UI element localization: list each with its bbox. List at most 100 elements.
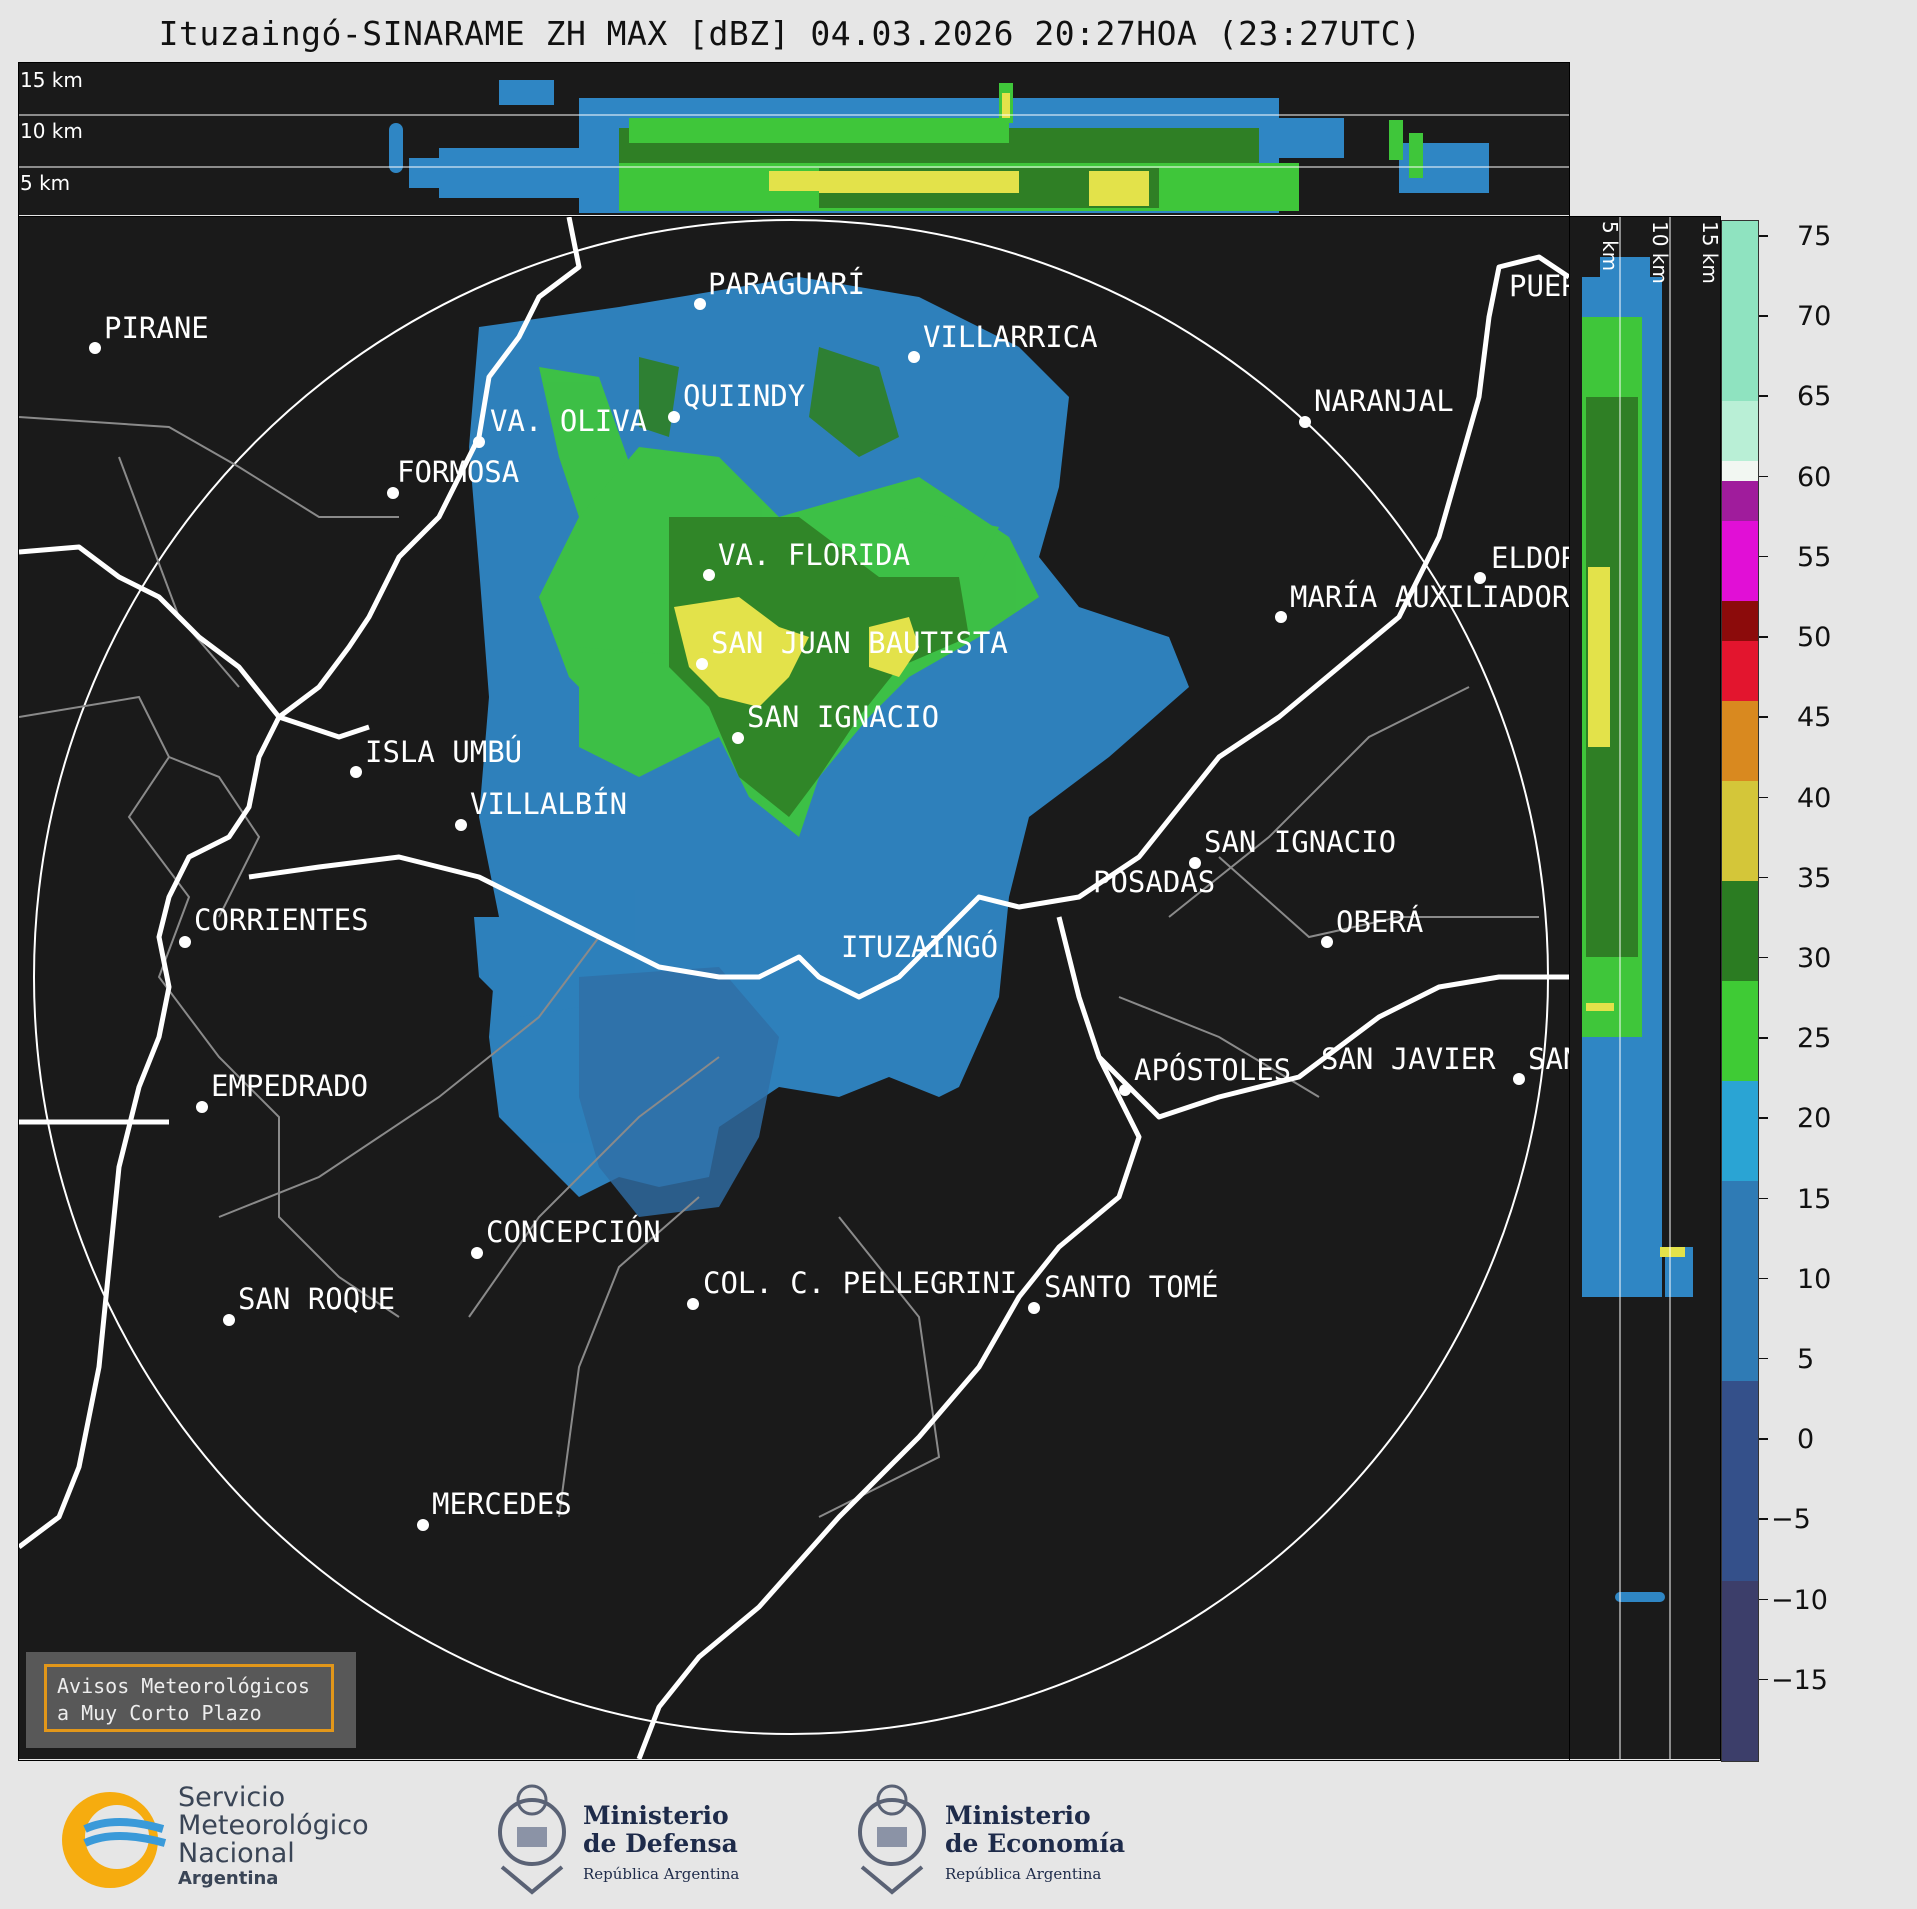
colorbar-tick-mark	[1759, 716, 1768, 718]
colorbar-tick-label: 0	[1797, 1424, 1815, 1456]
city-label-va-florida: VA. FLORIDA	[718, 538, 911, 572]
colorbar-tick-label: −10	[1771, 1584, 1828, 1616]
colorbar-tick-mark	[1759, 956, 1768, 959]
colorbar-tick-label: 65	[1797, 381, 1832, 413]
footer: Servicio Meteorológico Nacional Argentin…	[0, 1760, 1917, 1909]
colorbar-tick-label: 30	[1797, 942, 1832, 974]
colorbar-tick-mark	[1759, 1117, 1768, 1119]
smn-line-1: Servicio	[178, 1782, 286, 1813]
side-alt-label-5km: 5 km	[1598, 221, 1622, 272]
colorbar-tick-mark	[1759, 876, 1768, 879]
city-label-puerto: PUERTO	[1509, 269, 1569, 303]
top-alt-label-5km: 5 km	[20, 171, 71, 195]
economia-text: Ministerio de Economía República Argenti…	[945, 1802, 1125, 1888]
city-label-va-oliva: VA. OLIVA	[490, 404, 648, 438]
warning-box[interactable]: Avisos Meteorológicos a Muy Corto Plazo	[26, 1652, 356, 1748]
city-markers	[89, 298, 1525, 1531]
city-label-pirane: PIRANE	[104, 311, 209, 345]
city-label-san-juan-bautista: SAN JUAN BAUTISTA	[711, 626, 1008, 660]
colorbar-tick-mark	[1759, 1678, 1768, 1681]
city-label-ituzaingo: ITUZAINGÓ	[841, 930, 999, 964]
colorbar-tick-mark	[1759, 1598, 1768, 1601]
smn-logo-text: Servicio Meteorológico Nacional Argentin…	[178, 1784, 369, 1890]
city-label-isla-umbu: ISLA UMBÚ	[365, 735, 523, 769]
city-label-formosa: FORMOSA	[397, 455, 520, 489]
top-cross-section-panel: 15 km 10 km 5 km	[19, 63, 1569, 215]
city-label-villalbin: VILLALBÍN	[470, 787, 628, 821]
colorbar-tick-mark	[1759, 1197, 1768, 1200]
smn-logo	[62, 1792, 167, 1888]
city-label-san-ignacio-ar: SAN IGNACIO	[1204, 825, 1397, 859]
colorbar-tick-label: −15	[1771, 1664, 1828, 1696]
city-label-eldorado: ELDORADO	[1491, 541, 1569, 575]
economia-sub: República Argentina	[945, 1865, 1102, 1883]
side-cross-section-panel: 5 km 10 km 15 km	[1570, 217, 1722, 1759]
warning-link[interactable]: Avisos Meteorológicos a Muy Corto Plazo	[44, 1664, 334, 1732]
colorbar-gradient	[1722, 221, 1758, 1761]
colorbar-tick-label: 5	[1797, 1343, 1815, 1375]
city-label-apostoles: APÓSTOLES	[1134, 1053, 1292, 1087]
radar-map: PARAGUARÍ PIRANE VILLARRICA QUIINDY VA. …	[19, 217, 1569, 1759]
side-cross-section-echoes	[1582, 217, 1693, 1759]
city-label-san-javier: SAN JAVIER	[1321, 1042, 1496, 1076]
colorbar-tick-mark	[1759, 796, 1768, 798]
city-label-san-ignacio-py: SAN IGNACIO	[747, 700, 940, 734]
city-label-empedrado: EMPEDRADO	[211, 1069, 369, 1103]
strong-echo-area	[639, 347, 969, 817]
top-alt-label-15km: 15 km	[20, 68, 83, 92]
city-label-san-roque: SAN ROQUE	[238, 1282, 396, 1316]
city-label-posadas: POSADAS	[1093, 865, 1216, 899]
colorbar-tick-mark	[1759, 395, 1768, 397]
city-label-san-javier-edge: SAN JAVIER	[1528, 1042, 1569, 1076]
city-label-quiindy: QUIINDY	[683, 379, 806, 413]
colorbar-tick-label: 75	[1797, 221, 1832, 253]
colorbar-tick-label: 45	[1797, 702, 1832, 734]
faint-echo-area	[579, 967, 779, 1217]
defensa-seal	[498, 1784, 566, 1895]
colorbar	[1721, 220, 1759, 1762]
colorbar-tick-mark	[1759, 1037, 1768, 1039]
warning-line-2: a Muy Corto Plazo	[57, 1701, 262, 1725]
economia-line-1: Ministerio	[945, 1801, 1091, 1830]
colorbar-tick-label: 25	[1797, 1023, 1832, 1055]
city-label-paraguari: PARAGUARÍ	[708, 267, 866, 301]
defensa-line-1: Ministerio	[583, 1801, 729, 1830]
city-label-santo-tome: SANTO TOMÉ	[1044, 1270, 1219, 1304]
warning-line-1: Avisos Meteorológicos	[57, 1674, 310, 1698]
colorbar-tick-label: 70	[1797, 301, 1832, 333]
city-label-maria-auxiliadora: MARÍA AUXILIADORA	[1290, 580, 1569, 614]
radar-map-canvas	[19, 217, 1569, 1759]
colorbar-tick-label: 55	[1797, 541, 1832, 573]
city-label-col-c-pellegrini: COL. C. PELLEGRINI	[703, 1266, 1018, 1300]
defensa-text: Ministerio de Defensa República Argentin…	[583, 1802, 739, 1888]
side-alt-label-15km: 15 km	[1698, 221, 1722, 284]
colorbar-tick-label: 15	[1797, 1183, 1832, 1215]
colorbar-tick-mark	[1759, 1438, 1768, 1440]
top-cross-section-echoes	[19, 80, 1569, 213]
city-label-obera: OBERÁ	[1336, 905, 1424, 939]
smn-line-2: Meteorológico	[178, 1810, 369, 1841]
smn-line-4: Argentina	[178, 1868, 279, 1889]
economia-seal	[858, 1784, 926, 1895]
colorbar-tick-label: 60	[1797, 461, 1832, 493]
colorbar-tick-mark	[1759, 315, 1768, 317]
defensa-line-2: de Defensa	[583, 1829, 738, 1858]
colorbar-tick-label: 40	[1797, 782, 1832, 814]
colorbar-ticks: 75 70 65 60 55 50 45 40 35 30 25 20 15 10 5 0 −5 −10 −15	[1759, 220, 1917, 1760]
colorbar-tick-label: 35	[1797, 862, 1832, 894]
colorbar-tick-label: −5	[1771, 1504, 1811, 1536]
plot-title: Ituzaingó-SINARAME ZH MAX [dBZ] 04.03.20…	[158, 14, 1422, 53]
colorbar-tick-mark	[1759, 1518, 1768, 1520]
country-borders-rivers	[19, 217, 1569, 1759]
colorbar-tick-mark	[1759, 1277, 1768, 1280]
side-alt-label-10km: 10 km	[1648, 221, 1672, 284]
city-label-villarrica: VILLARRICA	[923, 320, 1098, 354]
city-label-concepcion: CONCEPCIÓN	[486, 1215, 661, 1249]
colorbar-tick-label: 10	[1797, 1263, 1832, 1295]
colorbar-tick-mark	[1759, 636, 1768, 638]
smn-line-3: Nacional	[178, 1838, 295, 1869]
economia-line-2: de Economía	[945, 1829, 1126, 1858]
colorbar-tick-mark	[1759, 475, 1768, 478]
colorbar-tick-label: 50	[1797, 622, 1832, 654]
heavy-echo-area	[674, 597, 919, 707]
